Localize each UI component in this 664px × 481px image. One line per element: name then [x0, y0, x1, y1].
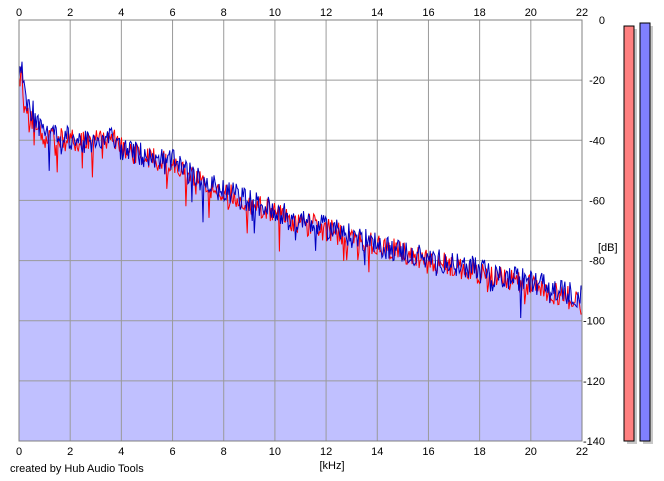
y-tick-label: -140: [583, 436, 605, 448]
credit-text: created by Hub Audio Tools: [10, 463, 144, 475]
y-tick-label: 0: [599, 15, 605, 27]
x-tick-label-bottom: 10: [269, 446, 281, 458]
x-tick-label-bottom: 14: [371, 446, 383, 458]
x-tick-label-top: 18: [474, 7, 486, 19]
x-tick-label-top: 10: [269, 7, 281, 19]
y-tick-label: -60: [589, 195, 605, 207]
level-meter-bar: [639, 22, 651, 442]
y-tick-label: -80: [589, 256, 605, 268]
y-axis-label: [dB]: [598, 242, 618, 254]
x-tick-label-bottom: 2: [67, 446, 73, 458]
x-tick-label-bottom: 20: [525, 446, 537, 458]
x-tick-labels-top: 0 2 4 6 8 10 12 14 16 18 20 22: [16, 7, 588, 19]
y-tick-label: -40: [589, 135, 605, 147]
y-tick-label: -100: [583, 316, 605, 328]
x-tick-label-bottom: 16: [422, 446, 434, 458]
x-tick-label-bottom: 6: [169, 446, 175, 458]
y-tick-label: -20: [589, 75, 605, 87]
y-tick-labels: 0 -20 -40 -60 -80 -100 -120 -140: [583, 15, 605, 448]
x-tick-label-top: 12: [320, 7, 332, 19]
level-meter-bar: [623, 25, 635, 442]
x-tick-label-top: 4: [118, 7, 124, 19]
x-tick-label-top: 8: [221, 7, 227, 19]
series-right-channel-line: [18, 61, 583, 319]
x-tick-label-top: 22: [576, 7, 588, 19]
gridlines: [18, 19, 583, 442]
x-axis-label: [kHz]: [319, 460, 344, 472]
x-tick-label-bottom: 4: [118, 446, 124, 458]
x-tick-label-top: 14: [371, 7, 383, 19]
x-tick-label-bottom: 22: [576, 446, 588, 458]
level-meters: [623, 22, 653, 445]
x-tick-label-top: 2: [67, 7, 73, 19]
spectrum-area-fill: [19, 61, 582, 441]
x-tick-label-bottom: 12: [320, 446, 332, 458]
x-tick-label-bottom: 0: [16, 446, 22, 458]
x-tick-label-bottom: 8: [221, 446, 227, 458]
x-tick-label-top: 20: [525, 7, 537, 19]
x-tick-label-top: 0: [16, 7, 22, 19]
y-tick-label: -120: [583, 376, 605, 388]
x-tick-label-top: 16: [422, 7, 434, 19]
plot-frame: [18, 19, 583, 442]
x-tick-label-bottom: 18: [474, 446, 486, 458]
x-tick-label-top: 6: [169, 7, 175, 19]
x-tick-labels-bottom: 0 2 4 6 8 10 12 14 16 18 20 22: [16, 446, 588, 458]
